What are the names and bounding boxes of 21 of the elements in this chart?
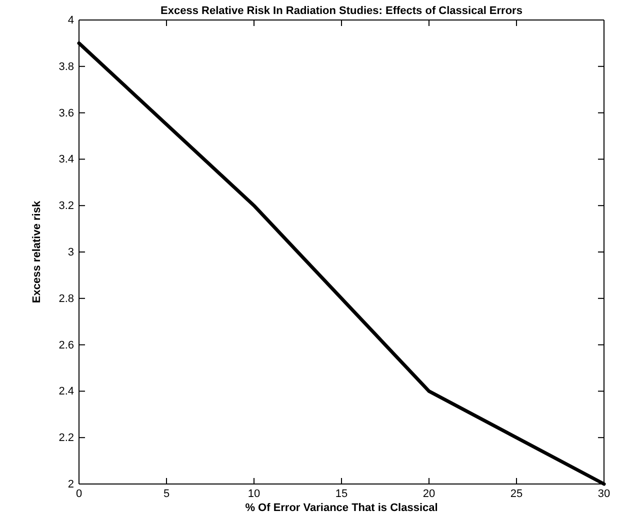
x-tick-label: 25: [510, 488, 523, 500]
x-tick-label: 20: [422, 488, 436, 500]
x-axis-title: % Of Error Variance That is Classical: [245, 502, 438, 514]
x-tick-label: 15: [335, 488, 348, 500]
x-tick-label: 10: [248, 488, 260, 500]
chart-title: Excess Relative Risk In Radiation Studies: Effects of Classical Errors: [160, 5, 522, 17]
y-axis-title: Excess relative risk: [31, 200, 43, 304]
y-tick-label: 3.6: [58, 107, 74, 120]
y-tick-label: 3: [68, 246, 74, 259]
y-tick-label: 3.4: [58, 154, 74, 166]
x-tick-label: 30: [598, 488, 610, 500]
y-tick-label: 2.6: [58, 339, 74, 352]
y-tick-label: 3.2: [58, 200, 74, 212]
x-tick-label: 0: [76, 488, 82, 500]
y-tick-label: 4: [68, 14, 74, 27]
x-tick-label: 5: [163, 488, 170, 500]
y-tick-label: 2.8: [58, 292, 74, 305]
y-tick-label: 2.4: [58, 386, 74, 398]
y-tick-label: 3.8: [58, 60, 74, 73]
y-tick-label: 2: [68, 478, 74, 491]
y-tick-label: 2.2: [58, 432, 74, 444]
